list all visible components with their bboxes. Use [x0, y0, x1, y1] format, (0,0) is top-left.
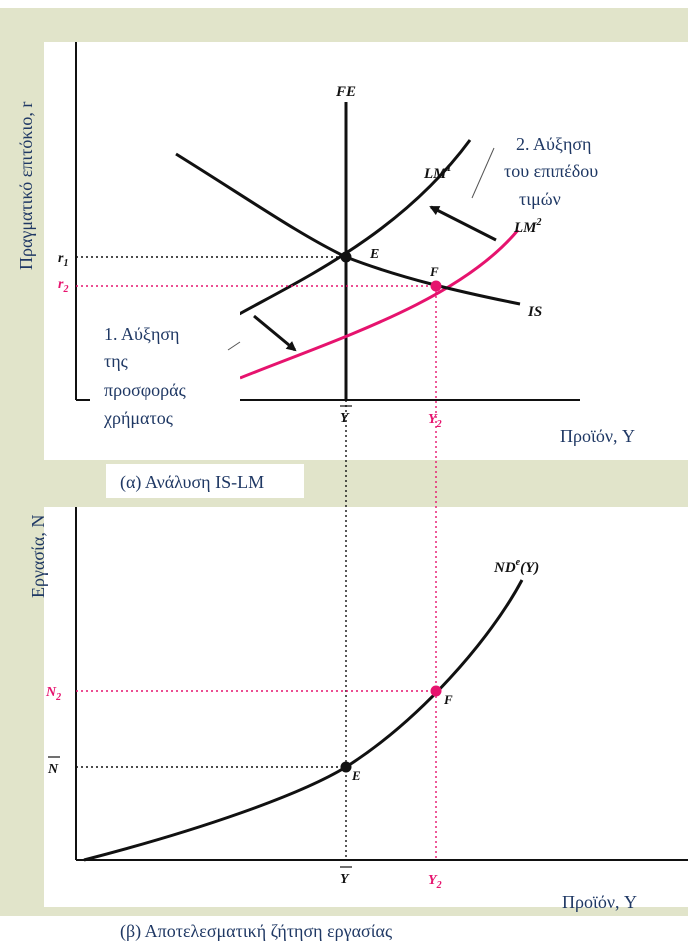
- bottom-x-axis-title: Προϊόν, Y: [562, 892, 637, 912]
- r1-tick-label: r1: [58, 251, 68, 269]
- lm-shift-arrow-2: [429, 205, 497, 242]
- annotation-1: 1. Αύξηση της προσφοράς χρήματος: [103, 324, 190, 428]
- top-caption-box: [106, 464, 304, 498]
- annotation-2-leader: [471, 147, 495, 199]
- ybar-tick-label-bottom: Y: [340, 872, 350, 887]
- lm-shift-arrow-1: [253, 314, 297, 352]
- lm2-curve: [239, 229, 520, 380]
- nbar-tick-label: N: [47, 762, 59, 777]
- annotation-1-box: [90, 312, 240, 438]
- point-f-bottom: [430, 685, 442, 697]
- lm1-curve: [231, 139, 472, 320]
- top-x-axis-title-box: [544, 412, 688, 460]
- top-caption: (α) Ανάλυση IS-LM: [120, 472, 264, 493]
- bottom-y-axis-title: Εργασία, N: [28, 515, 48, 598]
- bottom-caption-box: [106, 916, 418, 946]
- top-y-axis-title: Πραγματικό επιτόκιο, r: [16, 102, 36, 270]
- point-f-label-bottom: F: [443, 692, 453, 707]
- n2-tick-label: N2: [45, 685, 61, 703]
- bottom-plot-area: [44, 507, 688, 907]
- point-e-bottom: [340, 761, 352, 773]
- point-e-label-top: E: [369, 247, 379, 262]
- annotation-2: 2. Αύξηση του επιπέδου τιμών: [504, 134, 603, 209]
- r2-tick-label: r2: [58, 277, 68, 295]
- y2-tick-label-top: Y2: [428, 412, 442, 430]
- bottom-caption: (β) Αποτελεσματική ζήτηση εργασίας: [120, 921, 392, 942]
- is-label: IS: [527, 304, 542, 320]
- nd-label: NDe(Y): [493, 557, 539, 576]
- annotation-1-leader: [227, 341, 241, 351]
- ybar-tick-label-top: Y: [340, 411, 350, 426]
- point-e-label-bottom: E: [351, 768, 361, 783]
- y2-tick-label-bottom: Y2: [428, 873, 442, 891]
- lm2-label: LM2: [513, 217, 542, 236]
- fe-label: FE: [335, 84, 356, 100]
- lm1-label: LM1: [423, 163, 452, 182]
- top-x-axis-title: Προϊόν, Y: [560, 426, 635, 446]
- point-f-label-top: F: [429, 264, 439, 279]
- point-e-top: [340, 251, 352, 263]
